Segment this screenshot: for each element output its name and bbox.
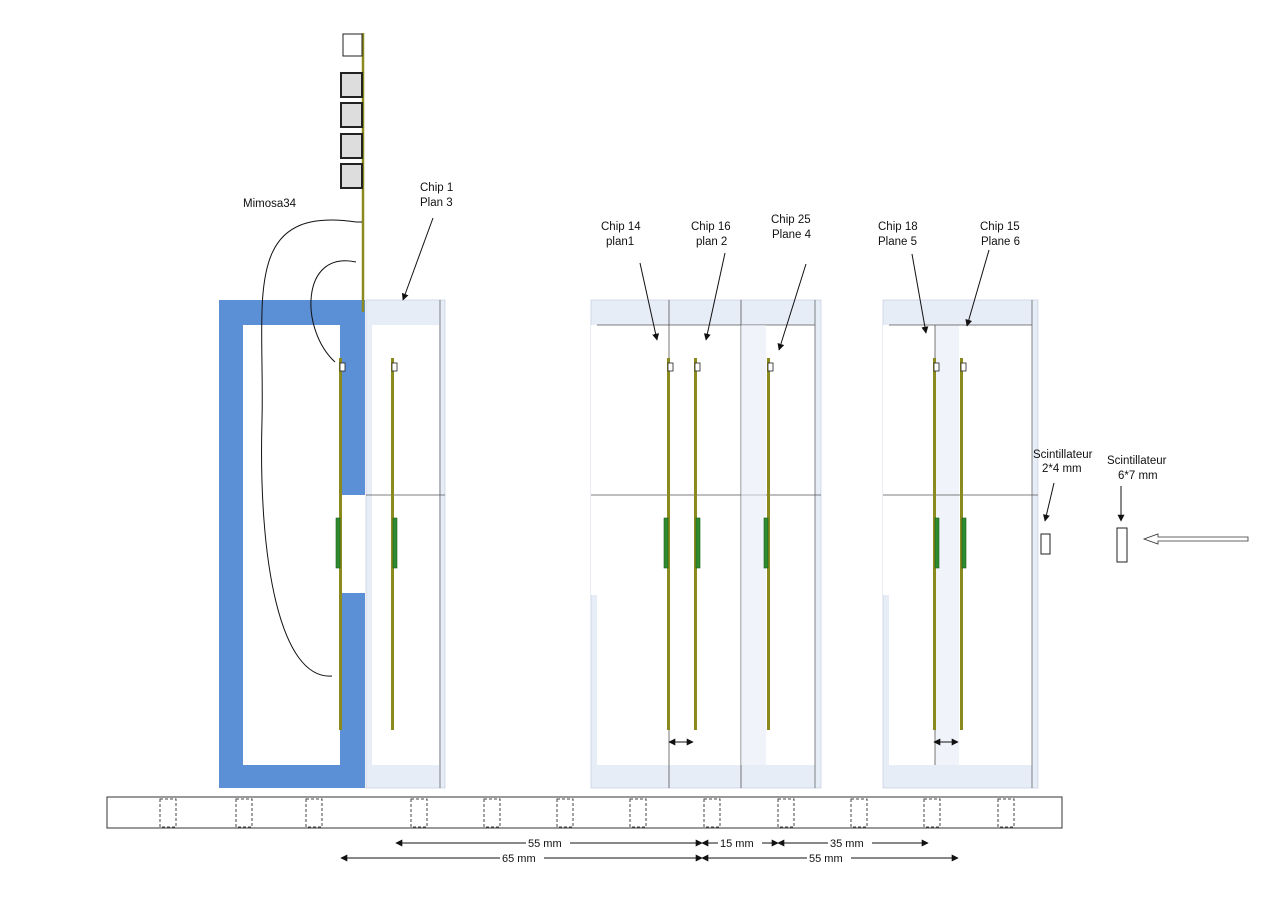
sensor-board <box>933 358 940 730</box>
beam-arrow <box>1142 533 1249 545</box>
label-mimosa34: Mimosa34 <box>243 198 297 210</box>
rail-slots <box>159 798 1015 828</box>
sensor-board <box>694 358 701 730</box>
mimosa-frame <box>219 300 365 788</box>
dim-35mm: 35 mm <box>830 838 864 850</box>
rail-slot <box>703 798 721 828</box>
dim-55mm-a: 55 mm <box>528 838 562 850</box>
sensor-board <box>391 358 398 730</box>
connector-icon <box>933 362 940 372</box>
rail-slot <box>305 798 323 828</box>
rail-slot <box>850 798 868 828</box>
label-chip14-line2: plan1 <box>606 236 634 248</box>
connector-icon <box>694 362 701 372</box>
rail-slot <box>556 798 574 828</box>
connector-icon <box>667 362 674 372</box>
label-chip1-line2: Plan 3 <box>420 197 453 209</box>
rail-slot <box>629 798 647 828</box>
label-chip15-line2: Plane 6 <box>981 236 1020 248</box>
label-chip18-line1: Chip 18 <box>878 221 918 233</box>
label-chip15-line1: Chip 15 <box>980 221 1020 233</box>
label-chip14-line1: Chip 14 <box>601 221 641 233</box>
connector-icon <box>339 362 346 372</box>
rail-slot <box>410 798 428 828</box>
connector-icon <box>767 362 774 372</box>
sensor-board <box>663 358 674 730</box>
rail-slot <box>483 798 501 828</box>
connector-icon <box>391 362 398 372</box>
connector-icon <box>340 72 363 189</box>
connector-icon <box>960 362 967 372</box>
dim-15mm: 15 mm <box>720 838 754 850</box>
dim-55mm-b: 55 mm <box>809 853 843 865</box>
label-scint2-line2: 6*7 mm <box>1118 470 1158 482</box>
frame-plan3 <box>365 299 446 789</box>
mimosa-board <box>340 33 365 312</box>
rail-slot <box>997 798 1015 828</box>
dim-65mm: 65 mm <box>502 853 536 865</box>
rail-slot <box>777 798 795 828</box>
rail-slot <box>235 798 253 828</box>
base-rail <box>106 796 1063 829</box>
rail-slot <box>923 798 941 828</box>
scintillator-small <box>1040 533 1051 555</box>
label-chip25-line2: Plane 4 <box>772 229 812 241</box>
label-chip16-line2: plan 2 <box>696 236 727 248</box>
cables <box>261 219 362 677</box>
label-chip18-line2: Plane 5 <box>878 236 917 248</box>
label-pointers <box>401 217 1125 522</box>
label-chip25-line1: Chip 25 <box>771 214 811 226</box>
sensor-board <box>763 358 774 730</box>
sensor-boards <box>335 358 967 730</box>
scintillator-large <box>1116 527 1128 563</box>
rail-slot <box>159 798 177 828</box>
sensor-board <box>335 358 346 730</box>
label-chip1-line1: Chip 1 <box>420 182 453 194</box>
label-scint2-line1: Scintillateur <box>1107 455 1167 467</box>
label-chip16-line1: Chip 16 <box>691 221 731 233</box>
label-scint1-line2: 2*4 mm <box>1042 463 1082 475</box>
frame-planes-1-4 <box>590 299 822 789</box>
sensor-board <box>960 358 967 730</box>
label-scint1-line1: Scintillateur <box>1033 449 1093 461</box>
